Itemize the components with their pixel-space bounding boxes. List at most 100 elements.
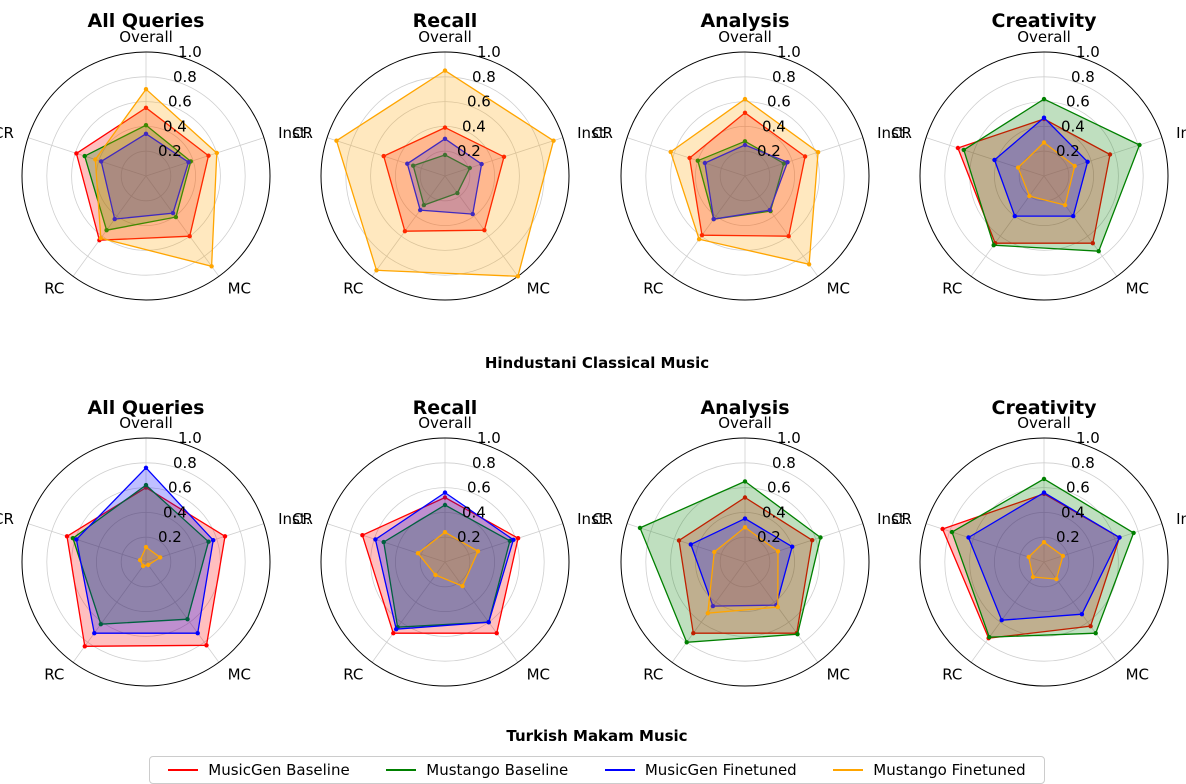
data-point xyxy=(702,160,708,166)
series-area xyxy=(95,89,217,267)
series-line xyxy=(66,486,226,647)
data-point xyxy=(786,234,791,239)
data-point xyxy=(158,555,163,560)
radial-tick-label: 0.4 xyxy=(1061,503,1085,521)
series-musicgen-finetuned xyxy=(405,136,484,217)
radial-tick-label: 0.8 xyxy=(472,454,496,472)
data-point xyxy=(460,583,465,589)
series-line xyxy=(361,496,519,634)
outer-frame xyxy=(21,437,271,687)
data-point xyxy=(987,635,992,640)
data-point xyxy=(209,264,214,269)
section-title-turkish: Turkish Makam Music xyxy=(506,727,687,745)
data-point xyxy=(818,535,823,540)
data-point xyxy=(185,617,190,622)
series-area xyxy=(689,112,806,237)
radial-tick-label: 0.2 xyxy=(457,142,481,160)
series-line xyxy=(957,118,1111,244)
legend-swatch xyxy=(386,769,417,771)
data-point xyxy=(98,622,104,627)
grid-spoke xyxy=(744,523,864,563)
series-mustango-finetuned xyxy=(1026,540,1066,582)
radial-tick-label: 0.6 xyxy=(767,479,791,497)
series-musicgen-baseline xyxy=(687,110,808,239)
legend-label: MusicGen Finetuned xyxy=(644,761,797,779)
section-title-hindustani: Hindustani Classical Music xyxy=(485,354,709,372)
data-point xyxy=(143,465,149,470)
data-point xyxy=(146,562,151,568)
radial-tick-label: 0.4 xyxy=(462,503,486,521)
series-area xyxy=(968,492,1120,621)
series-musicgen-baseline xyxy=(676,495,815,636)
radial-tick-label: 1.0 xyxy=(1076,43,1100,61)
series-line xyxy=(951,478,1135,638)
radial-tick-label: 0.4 xyxy=(1061,117,1085,135)
legend-item-mustango-finetuned: Mustango Finetuned xyxy=(833,761,1026,779)
axis-label-inst: Inst. xyxy=(877,510,909,528)
data-point xyxy=(815,150,821,155)
data-point xyxy=(173,214,179,220)
radial-tick-label: 1.0 xyxy=(477,43,501,61)
data-point xyxy=(742,495,748,500)
axis-label-overall: Overall xyxy=(119,28,173,46)
series-line xyxy=(335,69,555,277)
data-point xyxy=(442,530,448,535)
radial-tick-label: 0.2 xyxy=(158,528,182,546)
data-point xyxy=(1026,554,1031,560)
grid-spoke xyxy=(145,137,265,177)
outer-frame xyxy=(320,437,570,687)
axis-label-overall: Overall xyxy=(418,414,472,432)
legend-swatch xyxy=(168,769,199,771)
grid-spoke xyxy=(744,561,819,663)
charts-layer: 0.2 0.4 0.6 0.8 1.0 Overall Inst. MC RC CR All Que… xyxy=(0,10,1186,687)
data-point xyxy=(637,525,643,531)
data-point xyxy=(418,207,423,213)
series-area xyxy=(704,145,788,220)
series-area xyxy=(679,497,813,634)
grid-spoke xyxy=(371,561,446,663)
data-point xyxy=(515,536,521,541)
series-line xyxy=(83,124,192,231)
data-point xyxy=(691,631,696,636)
series-area xyxy=(707,527,778,614)
data-point xyxy=(64,534,70,539)
data-point xyxy=(381,153,386,159)
axis-label-mc: MC xyxy=(1126,279,1149,297)
data-point xyxy=(204,643,209,648)
data-point xyxy=(334,138,339,143)
data-point xyxy=(955,145,961,151)
data-point xyxy=(710,603,716,609)
radar-chart-hindustani-classical-music-all-queries: 0.2 0.4 0.6 0.8 1.0 Overall Inst. MC RC CR All Que… xyxy=(0,10,311,301)
data-point xyxy=(515,274,521,279)
radar-chart-hindustani-classical-music-creativity: 0.2 0.4 0.6 0.8 1.0 Overall Inst. MC RC CR Creativ… xyxy=(891,10,1186,301)
data-point xyxy=(668,149,673,155)
radial-tick-label: 0.2 xyxy=(1056,142,1080,160)
data-point xyxy=(742,479,748,484)
radial-tick-label: 0.6 xyxy=(1066,479,1090,497)
data-point xyxy=(688,542,693,547)
data-point xyxy=(1060,553,1066,559)
axis-label-cr: CR xyxy=(0,510,14,528)
series-line xyxy=(669,98,819,266)
series-area xyxy=(67,487,225,647)
series-line xyxy=(688,111,806,237)
data-point xyxy=(143,105,149,111)
legend-item-mustango-baseline: Mustango Baseline xyxy=(386,761,568,779)
data-point xyxy=(206,539,211,544)
data-point xyxy=(421,202,427,208)
data-point xyxy=(482,228,487,233)
radial-tick-label: 0.4 xyxy=(462,117,486,135)
data-point xyxy=(999,618,1004,623)
data-point xyxy=(143,123,149,128)
series-line xyxy=(374,491,515,630)
radial-tick-label: 1.0 xyxy=(777,43,801,61)
series-mustango-finetuned xyxy=(334,68,556,279)
data-point xyxy=(1107,152,1113,157)
radial-tick-label: 0.6 xyxy=(467,479,491,497)
radial-tick-label: 0.6 xyxy=(467,93,491,111)
data-point xyxy=(1072,163,1077,169)
data-point xyxy=(1093,631,1098,636)
data-point xyxy=(360,533,365,538)
data-point xyxy=(470,211,475,217)
legend-item-musicgen-baseline: MusicGen Baseline xyxy=(168,761,350,779)
